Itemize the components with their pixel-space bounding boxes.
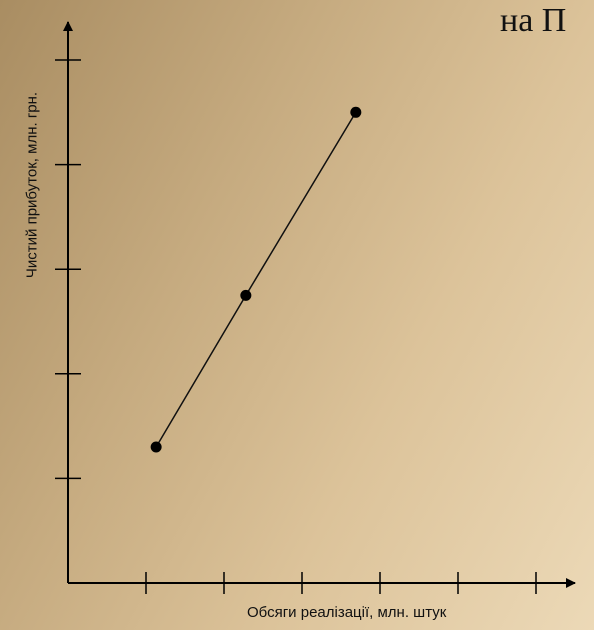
data-point-3 bbox=[350, 106, 362, 118]
series-line-1 bbox=[155, 111, 357, 448]
y-axis-label: Чистий прибуток, млн. грн. bbox=[23, 91, 41, 279]
chart-title: на П bbox=[500, 2, 567, 39]
data-point-1 bbox=[150, 441, 162, 453]
data-series bbox=[150, 106, 362, 453]
x-axis-label: Обсяги реалізації, млн. штук bbox=[247, 604, 447, 621]
data-point-2 bbox=[240, 289, 252, 301]
